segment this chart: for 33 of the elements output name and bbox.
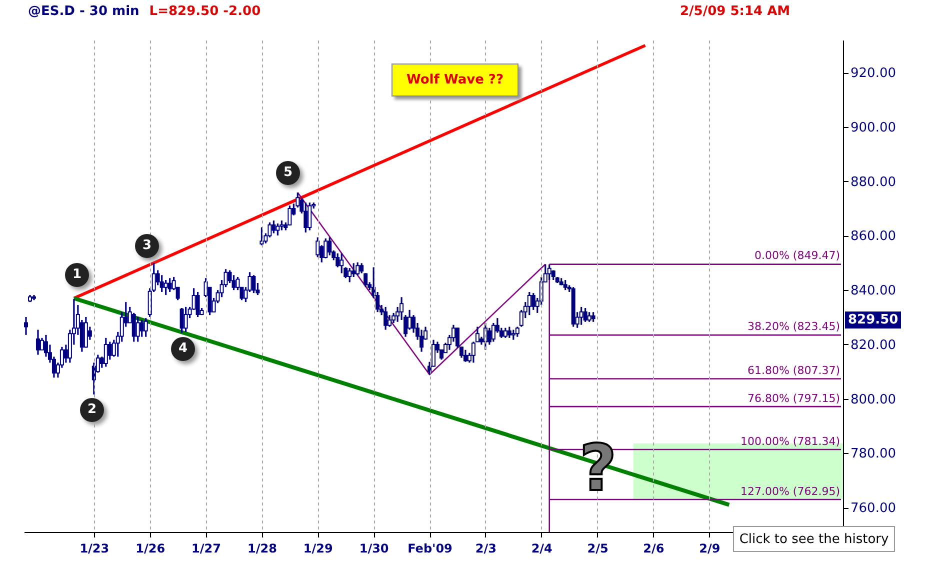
- y-tick-label: 900.00: [850, 120, 896, 136]
- y-tick-label: 880.00: [850, 174, 896, 190]
- text: 2/5/09 5:14 AM: [680, 4, 790, 19]
- x-tick-label: 2/3: [475, 542, 496, 556]
- y-tick-label: 840.00: [850, 284, 896, 299]
- x-tick-label: 1/30: [359, 542, 389, 556]
- x-tick-label: 2/6: [643, 542, 664, 556]
- annotation: 127.00% (762.95): [740, 485, 840, 498]
- x-tick-label: 1/27: [192, 542, 221, 556]
- y-tick-label: 860.00: [850, 229, 896, 244]
- annotation: 100.00% (781.34): [740, 435, 840, 448]
- annotation: 76.80% (797.15): [747, 392, 840, 405]
- x-tick-label: Feb'09: [408, 542, 452, 556]
- y-tick-label: 760.00: [850, 501, 896, 516]
- y-tick-label: 920.00: [850, 66, 896, 82]
- y-tick-label: 780.00: [850, 446, 896, 462]
- chart-title: @ES.D - 30 min: [28, 4, 140, 19]
- text: 829.50: [845, 312, 902, 328]
- x-tick-label: 1/28: [247, 542, 277, 556]
- x-tick-label: 2/5: [587, 542, 608, 556]
- annotation: 38.20% (823.45): [747, 320, 840, 333]
- y-tick-label: 820.00: [850, 338, 896, 353]
- x-tick-label: 1/26: [136, 542, 166, 556]
- chart-subtitle: L=829.50 -2.00: [149, 4, 261, 19]
- annotation: 0.00% (849.47): [754, 249, 840, 262]
- label-box: Wolf Wave ??: [392, 64, 518, 96]
- x-tick-label: 2/9: [699, 542, 720, 556]
- annotation: Click to see the history: [733, 526, 895, 552]
- x-tick-label: 1/23: [80, 542, 110, 556]
- y-tick-label: 800.00: [850, 392, 896, 408]
- annotation: 61.80% (807.37): [747, 364, 840, 377]
- x-tick-label: 2/4: [531, 542, 552, 556]
- x-tick-label: 1/29: [303, 542, 333, 556]
